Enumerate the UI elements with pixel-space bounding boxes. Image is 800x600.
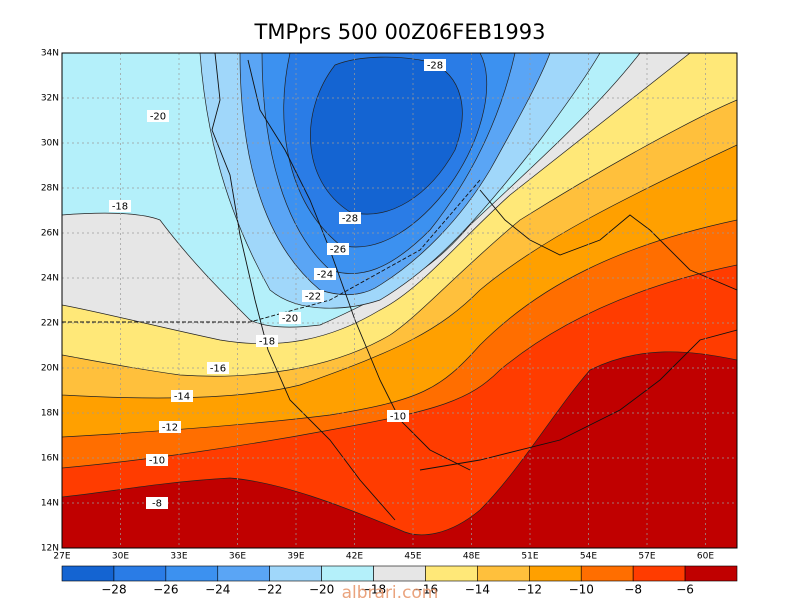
- coastline: [211, 53, 396, 521]
- lat-label: 16N: [41, 454, 59, 464]
- lat-label: 22N: [41, 319, 59, 329]
- label-box: [387, 410, 409, 422]
- colorbar-label: −6: [676, 583, 694, 597]
- contour-label: -28: [342, 214, 358, 225]
- watermark: albrari.com: [342, 583, 439, 600]
- colorbar-swatch: [632, 565, 686, 582]
- lon-label: 48E: [463, 552, 480, 562]
- lon-label: 51E: [521, 552, 538, 562]
- lat-label: 12N: [41, 544, 59, 554]
- coastline: [479, 189, 737, 291]
- lon-label: 27E: [53, 552, 70, 562]
- contour-label: -12: [162, 423, 178, 434]
- colorbar-label: −28: [101, 583, 126, 597]
- lon-label: 45E: [404, 552, 421, 562]
- contour-label: -20: [282, 314, 298, 325]
- colorbar-label: −26: [153, 583, 178, 597]
- label-box: [159, 421, 181, 433]
- label-box: [207, 362, 229, 374]
- lon-label: 30E: [112, 552, 129, 562]
- lon-label: 54E: [580, 552, 597, 562]
- label-box: [147, 110, 169, 122]
- colorbar-swatch: [61, 565, 115, 582]
- lat-label: 18N: [41, 409, 59, 419]
- label-box: [279, 312, 301, 324]
- contour-label: -26: [330, 245, 346, 256]
- contour-label: -24: [317, 270, 333, 281]
- colorbar-label: −16: [413, 583, 438, 597]
- colorbar-swatch: [165, 565, 219, 582]
- label-box: [256, 335, 278, 347]
- label-box: [327, 243, 349, 255]
- lat-label: 14N: [41, 499, 59, 509]
- map-title: TMPprs 500 00Z06FEB1993: [254, 20, 546, 44]
- colorbar-swatch: [425, 565, 478, 582]
- lon-label: 33E: [170, 552, 187, 562]
- coastline: [247, 59, 471, 471]
- lon-label: 42E: [346, 552, 363, 562]
- contour-label: -10: [149, 456, 165, 467]
- label-box: [424, 59, 446, 71]
- colorbar-swatch: [113, 565, 167, 582]
- colorbar-swatch: [217, 565, 270, 582]
- lat-label: 34N: [41, 49, 59, 59]
- lat-label: 26N: [41, 229, 59, 239]
- colorbar: −28 −26 −24 −22 −20 −18 −16 −14 −12 −10 −8 −6: [61, 565, 738, 597]
- contour-label: -18: [259, 337, 275, 348]
- contour-label: -8: [152, 499, 162, 510]
- lat-label: 32N: [41, 94, 59, 104]
- label-box: [314, 268, 336, 280]
- coastlines: [62, 53, 737, 521]
- contour-label: -18: [112, 202, 128, 213]
- lon-label: 57E: [638, 552, 655, 562]
- lat-label: 28N: [41, 184, 59, 194]
- label-box: [339, 212, 361, 224]
- contour-label: -22: [305, 292, 321, 303]
- label-box: [146, 454, 168, 466]
- colorbar-label: −8: [624, 583, 642, 597]
- contour-label: -16: [210, 364, 226, 375]
- lon-label: 39E: [287, 552, 304, 562]
- label-box: [146, 497, 168, 509]
- label-box: [171, 390, 193, 402]
- temperature-field: [62, 53, 737, 548]
- contour-label: -14: [174, 392, 190, 403]
- border: [62, 179, 481, 323]
- contour-label: -10: [390, 412, 406, 423]
- contour-label: -20: [150, 112, 166, 123]
- colorbar-swatch: [580, 565, 634, 582]
- colorbar-swatch: [529, 565, 582, 582]
- colorbar-label: −14: [465, 583, 490, 597]
- colorbar-label: −22: [257, 583, 282, 597]
- lat-label: 30N: [41, 139, 59, 149]
- lon-label: 36E: [229, 552, 246, 562]
- contour-label: -28: [427, 61, 443, 72]
- lat-label: 20N: [41, 364, 59, 374]
- band: [310, 56, 463, 215]
- colorbar-swatch: [477, 565, 530, 582]
- colorbar-swatch: [269, 565, 322, 582]
- colorbar-swatch: [684, 565, 738, 582]
- lon-label: 60E: [697, 552, 714, 562]
- coastline: [419, 329, 737, 471]
- label-box: [302, 290, 324, 302]
- colorbar-swatch: [321, 565, 374, 582]
- plot-frame: [61, 52, 738, 549]
- label-box: [109, 200, 131, 212]
- lat-label: 24N: [41, 274, 59, 284]
- colorbar-label: −24: [205, 583, 230, 597]
- colorbar-swatch: [373, 565, 426, 582]
- colorbar-label: −18: [361, 583, 386, 597]
- colorbar-label: −20: [309, 583, 334, 597]
- colorbar-label: −12: [517, 583, 542, 597]
- contour-labels: -28 -20 -18 -28 -26 -24 -22 -20 -18 -16 -14 -12 -10 -…: [109, 59, 446, 510]
- colorbar-label: −10: [569, 583, 594, 597]
